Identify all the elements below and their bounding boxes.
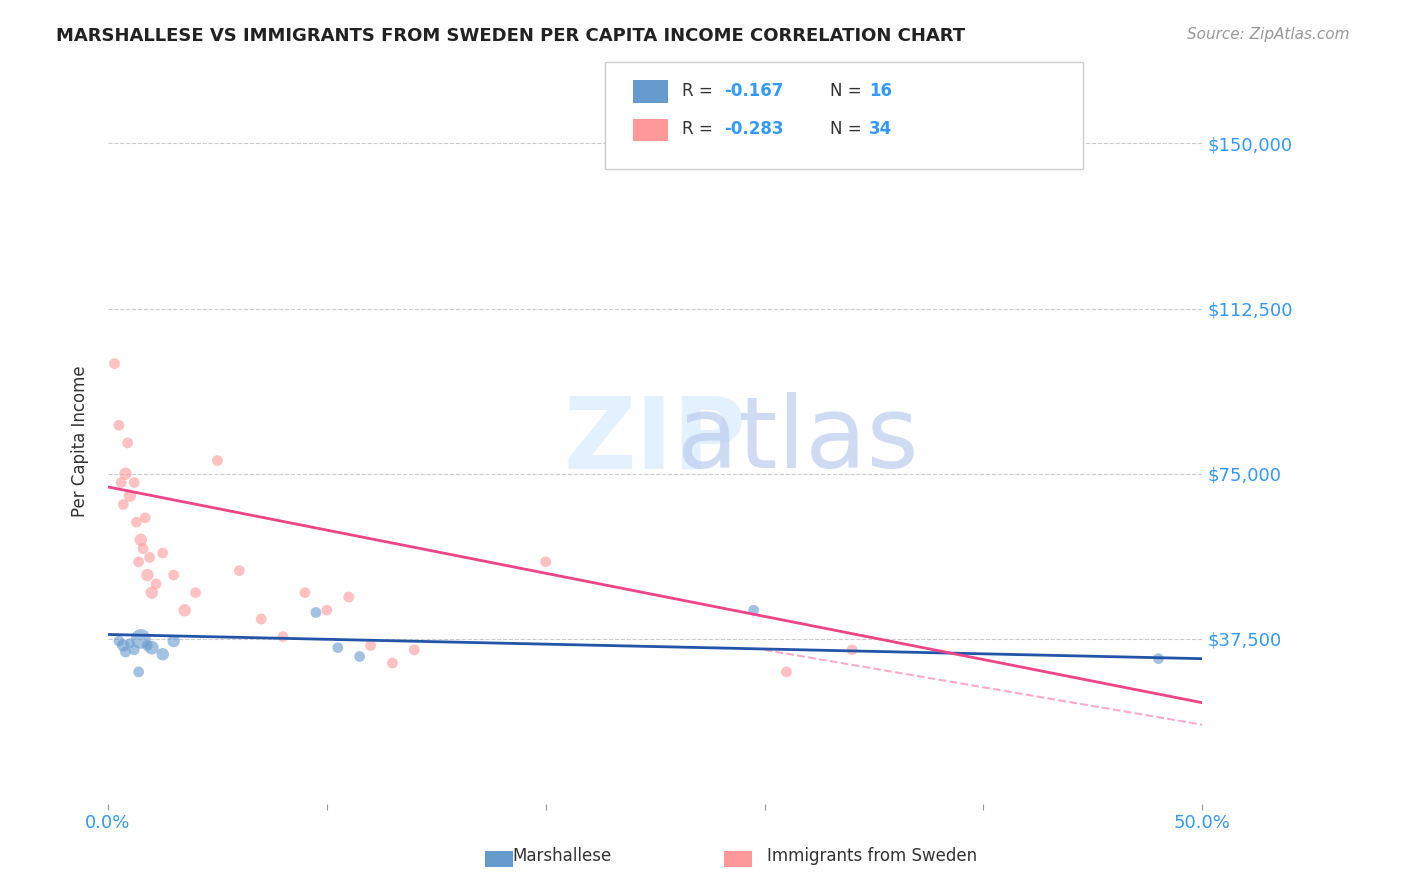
Point	[742, 603, 765, 617]
Point	[1147, 651, 1170, 665]
Point	[110, 475, 132, 490]
Text: N =: N =	[830, 120, 866, 138]
Point	[173, 603, 195, 617]
Point	[152, 546, 174, 560]
Point	[163, 634, 186, 648]
Point	[141, 585, 163, 599]
Text: MARSHALLESE VS IMMIGRANTS FROM SWEDEN PER CAPITA INCOME CORRELATION CHART: MARSHALLESE VS IMMIGRANTS FROM SWEDEN PE…	[56, 27, 966, 45]
Point	[315, 603, 337, 617]
Text: R =: R =	[682, 82, 718, 100]
Point	[337, 590, 360, 604]
Point	[114, 467, 136, 481]
Point	[145, 577, 167, 591]
Text: R =: R =	[682, 120, 718, 138]
Text: Marshallese: Marshallese	[513, 847, 612, 865]
Point	[108, 418, 131, 433]
Point	[112, 498, 135, 512]
Point	[129, 632, 152, 646]
Point	[117, 436, 139, 450]
Point	[108, 634, 131, 648]
Point	[114, 645, 136, 659]
Text: atlas: atlas	[676, 392, 918, 489]
Point	[184, 585, 207, 599]
Point	[132, 541, 155, 556]
Text: -0.283: -0.283	[724, 120, 783, 138]
Point	[122, 475, 145, 490]
Point	[136, 639, 159, 653]
Point	[404, 643, 426, 657]
Point	[349, 649, 371, 664]
Point	[125, 515, 148, 529]
Point	[136, 568, 159, 582]
Point	[112, 639, 135, 653]
Point	[118, 489, 141, 503]
Point	[138, 550, 160, 565]
Point	[207, 453, 229, 467]
Point	[381, 656, 404, 670]
Point	[122, 643, 145, 657]
Text: N =: N =	[830, 82, 866, 100]
Point	[271, 630, 294, 644]
Point	[129, 533, 152, 547]
Point	[128, 555, 150, 569]
Point	[134, 510, 156, 524]
Text: ZIP: ZIP	[564, 392, 747, 489]
Point	[152, 647, 174, 661]
Text: 34: 34	[869, 120, 893, 138]
Point	[118, 636, 141, 650]
Point	[103, 357, 125, 371]
Point	[228, 564, 250, 578]
Point	[128, 665, 150, 679]
Text: 16: 16	[869, 82, 891, 100]
Point	[141, 640, 163, 655]
Point	[163, 568, 186, 582]
Point	[775, 665, 797, 679]
Point	[294, 585, 316, 599]
Point	[360, 639, 382, 653]
Text: Immigrants from Sweden: Immigrants from Sweden	[766, 847, 977, 865]
Point	[534, 555, 557, 569]
Point	[305, 606, 328, 620]
Point	[841, 643, 863, 657]
Text: -0.167: -0.167	[724, 82, 783, 100]
Y-axis label: Per Capita Income: Per Capita Income	[72, 365, 89, 516]
Point	[326, 640, 349, 655]
Point	[250, 612, 273, 626]
Text: Source: ZipAtlas.com: Source: ZipAtlas.com	[1187, 27, 1350, 42]
